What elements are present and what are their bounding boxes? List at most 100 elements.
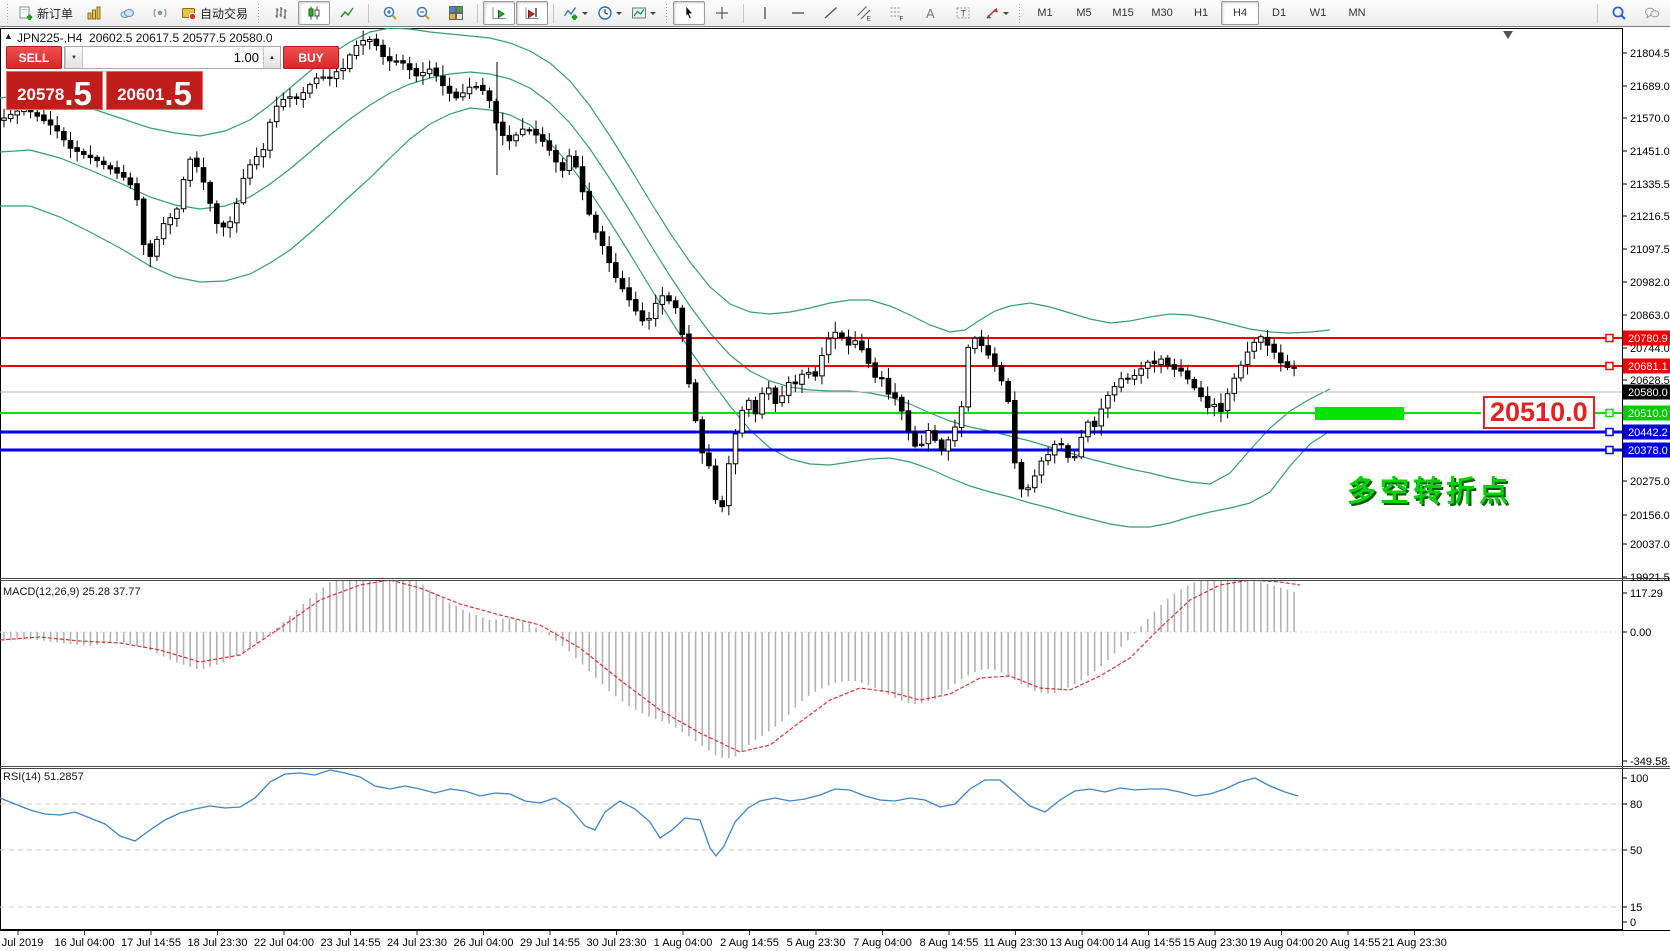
sell-price-display[interactable]: 20578 .5 (6, 71, 103, 110)
label-button[interactable]: T (947, 1, 979, 25)
sell-price-int: 20578 (17, 85, 65, 104)
svg-text:4 Jul 2019: 4 Jul 2019 (0, 937, 43, 949)
tf-h4[interactable]: H4 (1221, 1, 1260, 25)
line-anchor-square[interactable] (1605, 361, 1614, 371)
fibonacci-button[interactable]: F (881, 1, 913, 25)
line-anchor-square[interactable] (1605, 408, 1614, 418)
main-toolbar: 新订单 自动交易 E F A T M1 M5 M15 M30 H1 H4 D1 W1 MN (0, 0, 1670, 27)
tf-d1-label: D1 (1272, 7, 1287, 19)
line-anchor-square[interactable] (1605, 445, 1614, 455)
text-button[interactable]: A (914, 1, 946, 25)
signals-button[interactable] (144, 1, 176, 25)
chat-button[interactable] (1636, 1, 1668, 25)
tf-m15[interactable]: M15 (1104, 1, 1142, 25)
tf-m15-label: M15 (1112, 7, 1134, 19)
zoom-in-button[interactable] (374, 1, 406, 25)
chevron-down-icon[interactable] (1003, 12, 1010, 18)
volume-input[interactable] (83, 47, 263, 68)
autotrading-button[interactable]: 自动交易 (177, 1, 252, 25)
periods-button[interactable] (593, 1, 626, 25)
price-level-callout-20510[interactable]: 20510.0 (1483, 396, 1595, 429)
search-icon (1612, 6, 1626, 20)
vertical-line-button[interactable] (749, 1, 781, 25)
textA-icon: A (926, 6, 935, 21)
tf-m5[interactable]: M5 (1065, 1, 1103, 25)
candles-icon (308, 6, 320, 20)
charts-button[interactable] (78, 1, 110, 25)
tile-icon (449, 6, 464, 20)
new-order-icon (19, 6, 33, 20)
svg-text:20510.0: 20510.0 (1628, 408, 1668, 420)
shiftend-icon (525, 7, 539, 19)
line-anchor-square[interactable] (1605, 427, 1614, 437)
svg-text:20863.0: 20863.0 (1630, 310, 1670, 322)
trendline-button[interactable] (815, 1, 847, 25)
svg-text:20442.2: 20442.2 (1628, 427, 1668, 439)
volume-decrease-button[interactable]: ▼ (65, 47, 83, 68)
time-axis[interactable]: 4 Jul 2019 16 Jul 04:00 17 Jul 14:55 18 Jul… (0, 931, 1447, 949)
sell-button[interactable]: SELL (6, 46, 62, 69)
tf-w1[interactable]: W1 (1299, 1, 1337, 25)
tf-mn-label: MN (1348, 7, 1366, 19)
svg-text:7 Aug 04:00: 7 Aug 04:00 (853, 937, 912, 949)
svg-text:117.29: 117.29 (1630, 588, 1663, 600)
indicators-button[interactable] (559, 1, 592, 25)
svg-text:20156.0: 20156.0 (1630, 510, 1670, 522)
arrows-button[interactable] (980, 1, 1013, 25)
sell-price-dec: .5 (64, 74, 92, 112)
templates-button[interactable] (627, 1, 660, 25)
turning-point-annotation[interactable]: 多空转折点 (1347, 476, 1513, 508)
svg-text:20275.0: 20275.0 (1630, 476, 1670, 488)
one-click-collapse-icon[interactable]: ▲ (4, 31, 13, 41)
candlestick-series (1, 30, 1297, 516)
buy-button[interactable]: BUY (283, 46, 339, 69)
publish-button[interactable] (111, 1, 143, 25)
volume-increase-button[interactable]: ▲ (263, 47, 280, 68)
chart-shift-button[interactable] (516, 1, 549, 25)
crosshair-icon (716, 7, 729, 19)
buy-price-display[interactable]: 20601 .5 (106, 71, 203, 110)
new-order-button[interactable]: 新订单 (14, 1, 77, 25)
svg-text:19921.5: 19921.5 (1630, 572, 1670, 584)
tf-d1[interactable]: D1 (1260, 1, 1298, 25)
horizontal-line-objects[interactable] (0, 333, 1622, 455)
vline-icon (764, 7, 766, 19)
price-axis[interactable]: 21804.5 21689.0 21570.0 21451.0 21335.5 21216… (1622, 48, 1670, 929)
tf-h1[interactable]: H1 (1182, 1, 1220, 25)
tile-windows-button[interactable] (440, 1, 472, 25)
candlestick-button[interactable] (298, 1, 331, 25)
tf-mn[interactable]: MN (1338, 1, 1376, 25)
search-button[interactable] (1603, 1, 1635, 25)
svg-text:29 Jul 14:55: 29 Jul 14:55 (520, 937, 580, 949)
chevron-down-icon[interactable] (650, 12, 657, 18)
toolbar-grip[interactable] (6, 3, 9, 23)
tf-m30[interactable]: M30 (1143, 1, 1181, 25)
svg-text:-349.58: -349.58 (1630, 756, 1667, 768)
chart-frame (0, 28, 1670, 951)
cursor-button[interactable] (673, 1, 706, 25)
tf-w1-label: W1 (1309, 7, 1327, 19)
autotrade-icon (182, 8, 197, 21)
horizontal-line-button[interactable] (782, 1, 814, 25)
line-anchor-square[interactable] (1605, 333, 1614, 343)
bar-chart-button[interactable] (265, 1, 297, 25)
toolbar-grip[interactable] (257, 3, 261, 23)
zoom-out-button[interactable] (407, 1, 439, 25)
toolbar-grip[interactable] (665, 3, 669, 23)
svg-text:26 Jul 04:00: 26 Jul 04:00 (454, 937, 514, 949)
svg-text:F: F (900, 16, 904, 22)
toolbar-grip[interactable] (1018, 3, 1022, 23)
line-chart-button[interactable] (331, 1, 363, 25)
macd-signal-line (0, 581, 1301, 753)
tf-m1[interactable]: M1 (1026, 1, 1064, 25)
autoscroll-icon (492, 7, 506, 19)
auto-scroll-button[interactable] (483, 1, 516, 25)
chevron-down-icon[interactable] (582, 12, 589, 18)
channel-button[interactable]: E (848, 1, 880, 25)
support-zone-highlight[interactable] (1315, 407, 1404, 420)
price-chip-20681.1 (1623, 358, 1670, 374)
crosshair-button[interactable] (706, 1, 738, 25)
chart-gold-icon (87, 6, 101, 20)
chevron-down-icon[interactable] (616, 12, 623, 18)
